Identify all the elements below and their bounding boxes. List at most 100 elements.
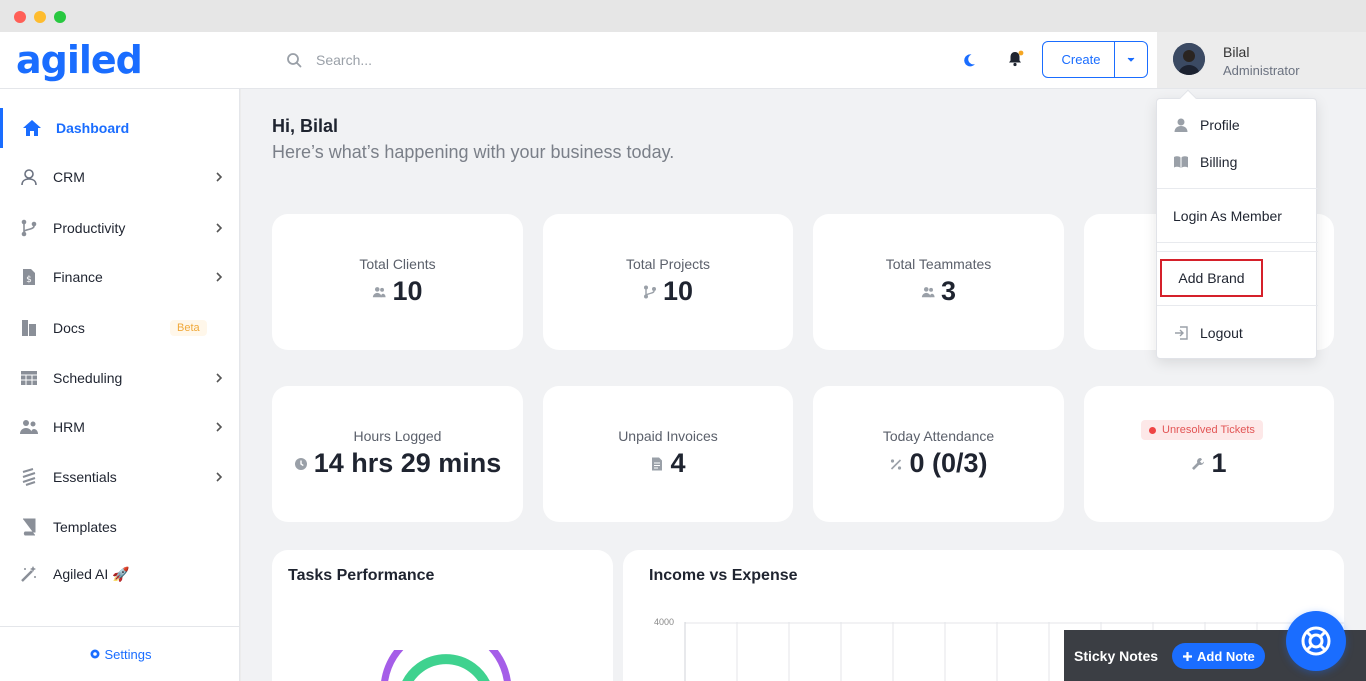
clock-icon [294,457,307,470]
chevron-right-icon [216,272,223,282]
panel-title: Tasks Performance [288,567,435,584]
chevron-right-icon [216,172,223,182]
menu-item-label: Add Brand [1178,270,1245,286]
stat-value: 3 [940,276,957,306]
beta-badge: Beta [170,320,207,336]
open-book-icon [1173,154,1189,170]
stat-value-row: 14 hrs 29 mins [272,448,523,479]
tasks-performance-panel: Tasks Performance [272,550,613,681]
menu-divider [1157,251,1318,252]
add-note-button[interactable]: Add Note [1172,643,1265,669]
stat-title: Total Teammates [885,256,992,272]
sidebar-item-hrm[interactable]: HRM [0,407,240,447]
menu-item-label: Login As Member [1173,208,1282,224]
sidebar-item-label: Agiled AI 🚀 [53,565,130,582]
sidebar-item-essentials[interactable]: Essentials [0,457,240,497]
stat-card-total-projects[interactable]: Total Projects 10 [543,214,793,350]
chevron-right-icon [216,472,223,482]
menu-divider [1157,305,1318,306]
stat-title: Hours Logged [353,428,442,444]
search-input[interactable] [316,48,616,72]
menu-item-add-brand[interactable]: Add Brand [1160,259,1263,297]
agiled-logo[interactable]: agiled [16,38,143,82]
user-dropdown-menu: Profile Billing Login As Member Add Bran… [1156,89,1318,359]
create-dropdown-button[interactable] [1114,41,1148,78]
sidebar-item-agiled-ai[interactable]: Agiled AI 🚀 [0,554,240,594]
add-note-label: Add Note [1197,648,1255,664]
dark-mode-moon-icon[interactable] [960,51,978,69]
menu-item-login-as-member[interactable]: Login As Member [1157,201,1318,231]
stat-value-row: 3 [813,276,1064,307]
stat-value-row: 10 [543,276,793,307]
badge-label: Unresolved Tickets [1162,424,1255,436]
user-name: Bilal [1223,44,1250,60]
stat-card-total-teammates[interactable]: Total Teammates 3 [813,214,1064,350]
sidebar-item-label: Dashboard [56,120,130,136]
stat-value-row: 1 [1084,448,1334,479]
calendar-icon [18,367,40,389]
menu-item-label: Billing [1200,154,1238,170]
user-menu-toggle[interactable]: Bilal Administrator [1157,32,1366,88]
sidebar: Dashboard CRM Productivity $ Finance Doc… [0,89,240,681]
sidebar-item-docs[interactable]: Docs Beta [0,308,240,348]
sidebar-item-scheduling[interactable]: Scheduling [0,358,240,398]
menu-item-logout[interactable]: Logout [1157,318,1318,348]
users-icon [373,286,387,297]
sidebar-item-crm[interactable]: CRM [0,157,240,197]
stat-title: Unpaid Invoices [618,428,718,444]
caret-down-icon [1127,57,1135,62]
menu-divider [1157,242,1318,243]
sidebar-item-label: Templates [53,519,117,535]
sidebar-item-productivity[interactable]: Productivity [0,208,240,248]
chevron-right-icon [216,223,223,233]
lifebuoy-icon [1301,626,1331,656]
sidebar-item-finance[interactable]: $ Finance [0,257,240,297]
notification-bell-icon[interactable] [1005,49,1025,69]
window-titlebar [0,0,1366,32]
stat-card-total-clients[interactable]: Total Clients 10 [272,214,523,350]
page-title: Hi, Bilal [272,116,339,136]
close-window-button[interactable] [14,11,26,23]
stat-value-row: 10 [272,276,523,307]
stat-card-unresolved-tickets[interactable]: Unresolved Tickets 1 [1084,386,1334,522]
chevron-right-icon [216,422,223,432]
stat-value: 4 [670,448,686,478]
stat-value-row: 4 [543,448,793,479]
maximize-window-button[interactable] [54,11,66,23]
sidebar-item-label: Essentials [53,469,117,485]
menu-item-billing[interactable]: Billing [1157,147,1318,177]
svg-text:$: $ [26,275,32,285]
avatar [1173,43,1205,75]
stat-value-row: 0 (0/3) [813,448,1064,479]
search-icon [287,53,302,68]
user-role: Administrator [1223,63,1300,78]
stat-value: 10 [662,276,694,306]
create-button[interactable]: Create [1042,41,1120,78]
layers-icon [18,466,40,488]
book-icon [18,516,40,538]
wrench-icon [1192,457,1205,470]
magic-wand-icon [18,563,40,585]
logout-icon [1173,325,1189,341]
home-icon [21,117,43,139]
page-subtitle: Here’s what’s happening with your busine… [272,142,675,162]
percent-icon [891,458,902,470]
sidebar-item-templates[interactable]: Templates [0,507,240,547]
help-button[interactable] [1286,611,1346,671]
sidebar-item-label: HRM [53,419,85,435]
panel-title: Income vs Expense [649,567,798,584]
stat-title: Today Attendance [882,428,995,444]
minimize-window-button[interactable] [34,11,46,23]
menu-item-label: Profile [1200,117,1240,133]
top-header: agiled Create Bilal Administrator [0,32,1366,89]
stat-card-today-attendance[interactable]: Today Attendance 0 (0/3) [813,386,1064,522]
stat-card-unpaid-invoices[interactable]: Unpaid Invoices 4 [543,386,793,522]
stat-title: Total Clients [359,256,436,272]
users-icon [18,416,40,438]
plus-icon [1183,651,1192,661]
settings-link[interactable]: Settings [0,626,240,681]
stat-card-hours-logged[interactable]: Hours Logged 14 hrs 29 mins [272,386,523,522]
menu-item-profile[interactable]: Profile [1157,110,1318,140]
sticky-notes-label: Sticky Notes [1074,647,1159,664]
sidebar-item-dashboard[interactable]: Dashboard [0,108,240,148]
